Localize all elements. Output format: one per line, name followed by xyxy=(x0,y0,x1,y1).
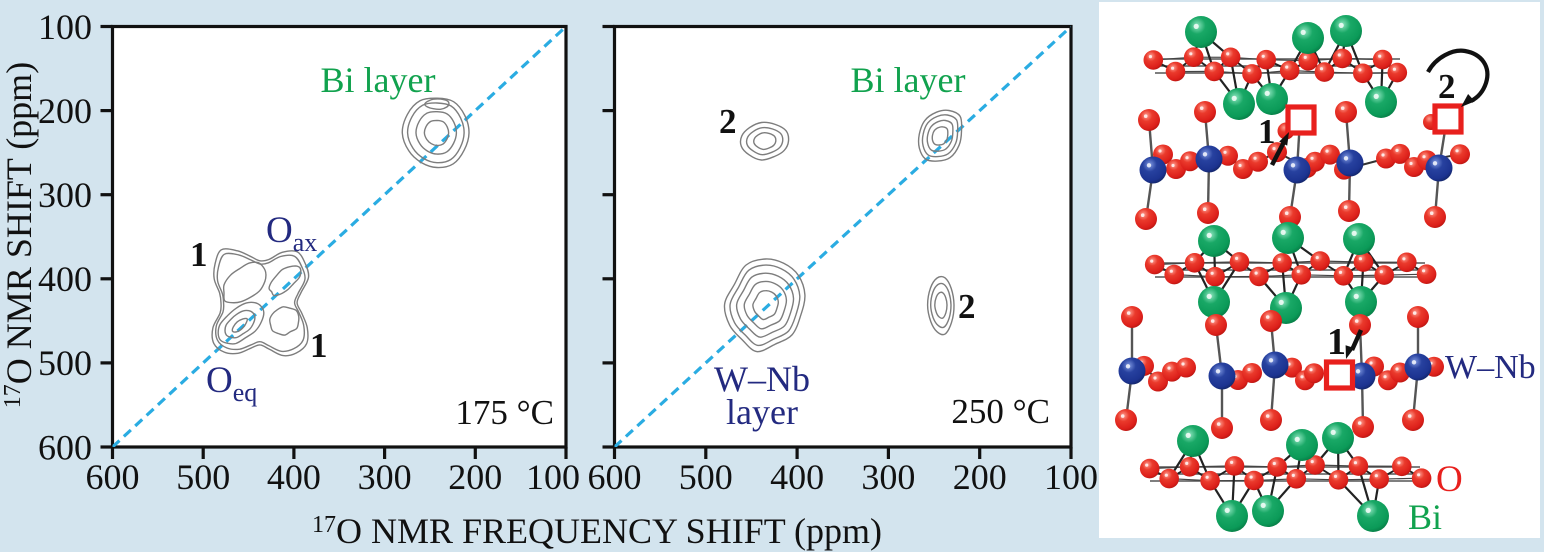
svg-text:600: 600 xyxy=(588,457,642,497)
svg-text:Bi layer: Bi layer xyxy=(851,60,966,100)
svg-text:2: 2 xyxy=(719,102,737,141)
svg-text:2: 2 xyxy=(958,287,976,326)
svg-text:200: 200 xyxy=(448,457,502,497)
svg-text:400: 400 xyxy=(770,457,824,497)
svg-text:250 °C: 250 °C xyxy=(951,392,1050,431)
svg-text:Bi: Bi xyxy=(1408,497,1442,537)
svg-text:175 °C: 175 °C xyxy=(455,393,554,432)
svg-text:400: 400 xyxy=(267,457,321,497)
svg-text:400: 400 xyxy=(38,259,92,299)
svg-text:W–Nb: W–Nb xyxy=(714,359,810,399)
svg-text:300: 300 xyxy=(861,457,915,497)
svg-text:Oax: Oax xyxy=(266,210,317,257)
svg-text:500: 500 xyxy=(38,343,92,383)
svg-text:600: 600 xyxy=(38,427,92,467)
svg-text:17O NMR FREQUENCY SHIFT (ppm): 17O NMR FREQUENCY SHIFT (ppm) xyxy=(312,511,882,551)
svg-text:1: 1 xyxy=(190,235,208,274)
svg-text:Bi layer: Bi layer xyxy=(321,60,436,100)
svg-text:100: 100 xyxy=(526,457,580,497)
svg-text:O: O xyxy=(1436,459,1463,500)
svg-text:100: 100 xyxy=(38,7,92,47)
svg-text:2: 2 xyxy=(1438,67,1456,106)
svg-text:500: 500 xyxy=(679,457,733,497)
svg-text:600: 600 xyxy=(86,457,140,497)
svg-text:1: 1 xyxy=(1258,112,1276,151)
svg-text:200: 200 xyxy=(38,91,92,131)
svg-text:300: 300 xyxy=(38,175,92,215)
svg-text:W–Nb: W–Nb xyxy=(1445,349,1536,386)
svg-text:200: 200 xyxy=(953,457,1007,497)
svg-text:1: 1 xyxy=(1327,321,1346,363)
svg-text:17O NMR SHIFT (ppm): 17O NMR SHIFT (ppm) xyxy=(0,62,39,408)
svg-text:100: 100 xyxy=(1044,457,1098,497)
svg-text:layer: layer xyxy=(726,392,798,432)
svg-text:1: 1 xyxy=(310,326,328,365)
svg-text:300: 300 xyxy=(358,457,412,497)
svg-text:500: 500 xyxy=(176,457,230,497)
